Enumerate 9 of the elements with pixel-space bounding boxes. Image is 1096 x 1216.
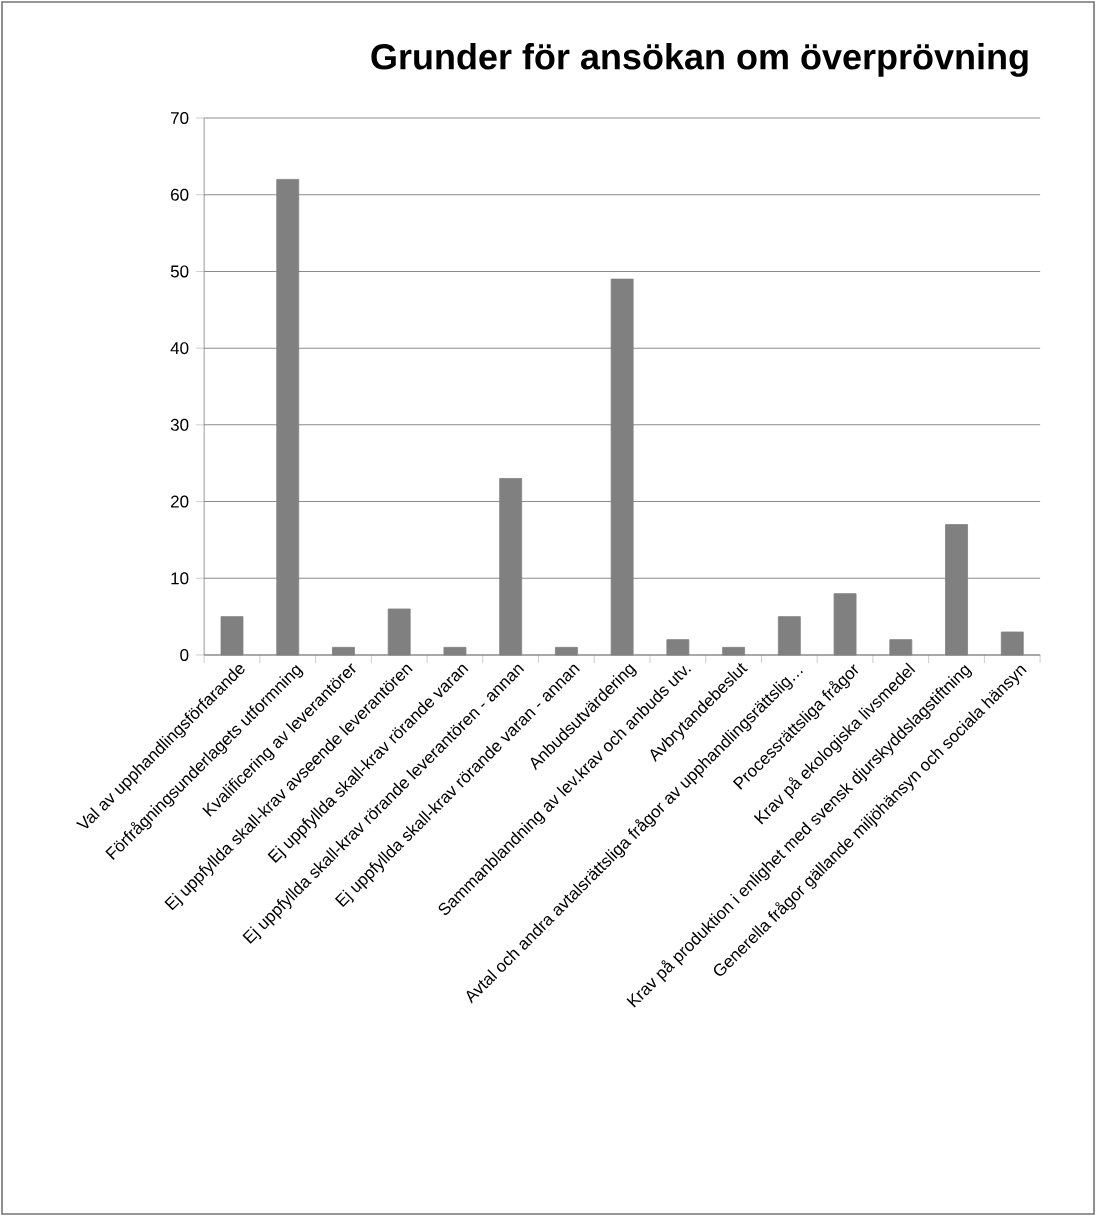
y-tick-label: 60 [171, 188, 189, 201]
y-tick-label: 70 [171, 112, 189, 125]
y-tick-label: 10 [171, 572, 189, 585]
y-tick-label: 30 [170, 418, 189, 431]
chart-title: Grunder för ansökan om överprövning [371, 43, 1028, 77]
y-tick-label: 40 [170, 342, 189, 355]
y-tick-label: 20 [171, 495, 189, 508]
y-tick-label: 0 [180, 648, 189, 662]
y-tick-label: 50 [170, 265, 189, 278]
